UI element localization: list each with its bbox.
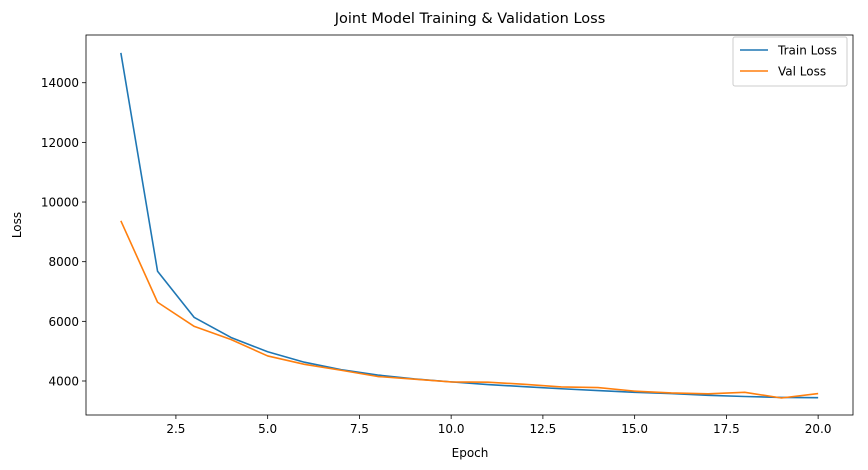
x-tick-label: 17.5 — [713, 422, 740, 436]
chart-title: Joint Model Training & Validation Loss — [334, 11, 606, 27]
series-line-train-loss — [120, 52, 819, 399]
x-tick-label: 7.5 — [350, 422, 369, 436]
y-tick-label: 6000 — [48, 315, 79, 329]
plot-area — [85, 34, 854, 416]
y-tick-label: 10000 — [41, 196, 79, 210]
x-axis: 2.5 5.0 7.5 10.0 12.5 15.0 17.5 20.0 — [166, 415, 831, 436]
y-tick-label: 8000 — [48, 255, 79, 269]
y-tick-label: 4000 — [48, 374, 79, 388]
x-tick-label: 2.5 — [166, 422, 185, 436]
legend-entry-train-loss: Train Loss — [777, 44, 837, 58]
legend-entry-val-loss: Val Loss — [778, 65, 826, 79]
y-tick-label: 12000 — [41, 136, 79, 150]
x-tick-label: 20.0 — [805, 422, 832, 436]
y-axis: 4000 6000 8000 10000 12000 14000 — [41, 76, 86, 388]
x-axis-label: Epoch — [452, 446, 489, 460]
legend: Train Loss Val Loss — [732, 36, 848, 87]
y-axis-label: Loss — [10, 212, 24, 238]
x-tick-label: 12.5 — [530, 422, 557, 436]
x-tick-label: 5.0 — [258, 422, 277, 436]
x-tick-label: 15.0 — [621, 422, 648, 436]
x-tick-label: 10.0 — [438, 422, 465, 436]
series-line-val-loss — [120, 220, 819, 399]
y-tick-label: 14000 — [41, 76, 79, 90]
series-lines — [120, 52, 819, 399]
